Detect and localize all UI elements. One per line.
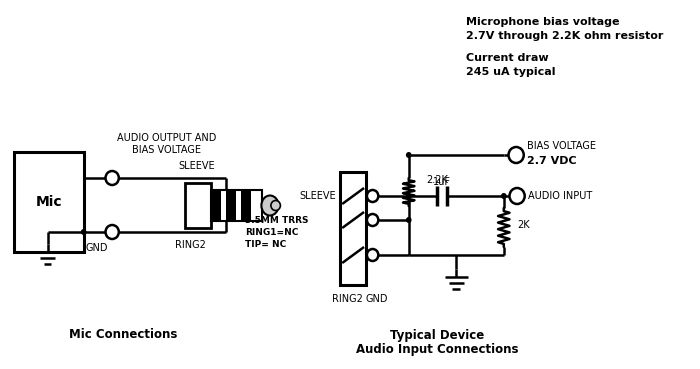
Circle shape [271, 200, 281, 210]
Text: 1uF: 1uF [433, 177, 451, 187]
Circle shape [106, 171, 119, 185]
Circle shape [406, 193, 412, 199]
Text: GND: GND [85, 243, 108, 253]
Bar [211, 190, 262, 221]
Circle shape [367, 214, 378, 226]
Circle shape [406, 217, 412, 223]
Circle shape [406, 152, 412, 158]
Text: Mic Connections: Mic Connections [69, 328, 178, 341]
Bar [241, 190, 251, 221]
Bar [340, 172, 366, 285]
Circle shape [367, 249, 378, 261]
Text: 2.2K: 2.2K [426, 175, 448, 185]
Bar [14, 152, 83, 252]
Bar [226, 190, 236, 221]
Text: Current draw: Current draw [466, 53, 548, 63]
Text: BIAS VOLTAGE: BIAS VOLTAGE [526, 141, 596, 151]
Text: 245 uA typical: 245 uA typical [466, 67, 555, 77]
Text: Mic: Mic [36, 195, 62, 209]
Text: AUDIO OUTPUT AND: AUDIO OUTPUT AND [117, 133, 216, 143]
Bar [211, 190, 220, 221]
Text: RING1=NC: RING1=NC [245, 228, 299, 237]
Text: RING2: RING2 [175, 240, 206, 250]
Text: 3.5MM TRRS: 3.5MM TRRS [245, 215, 309, 224]
Text: 2.7V through 2.2K ohm resistor: 2.7V through 2.2K ohm resistor [466, 31, 663, 41]
Text: Microphone bias voltage: Microphone bias voltage [466, 17, 620, 27]
Text: 2K: 2K [517, 220, 530, 230]
Text: RING2: RING2 [332, 294, 363, 304]
Circle shape [508, 147, 524, 163]
Bar [186, 183, 211, 228]
Text: 2.7 VDC: 2.7 VDC [526, 156, 576, 166]
Circle shape [501, 193, 507, 199]
Text: SLEEVE: SLEEVE [178, 161, 216, 171]
Text: Audio Input Connections: Audio Input Connections [356, 344, 519, 356]
Circle shape [106, 225, 119, 239]
Text: SLEEVE: SLEEVE [299, 191, 335, 201]
Circle shape [80, 229, 87, 235]
Text: BIAS VOLTAGE: BIAS VOLTAGE [132, 145, 201, 155]
Text: GND: GND [365, 294, 388, 304]
Text: TIP= NC: TIP= NC [245, 239, 286, 248]
Circle shape [367, 190, 378, 202]
Text: Typical Device: Typical Device [390, 328, 484, 341]
Text: AUDIO INPUT: AUDIO INPUT [528, 191, 593, 201]
Circle shape [510, 188, 525, 204]
Ellipse shape [261, 196, 279, 215]
